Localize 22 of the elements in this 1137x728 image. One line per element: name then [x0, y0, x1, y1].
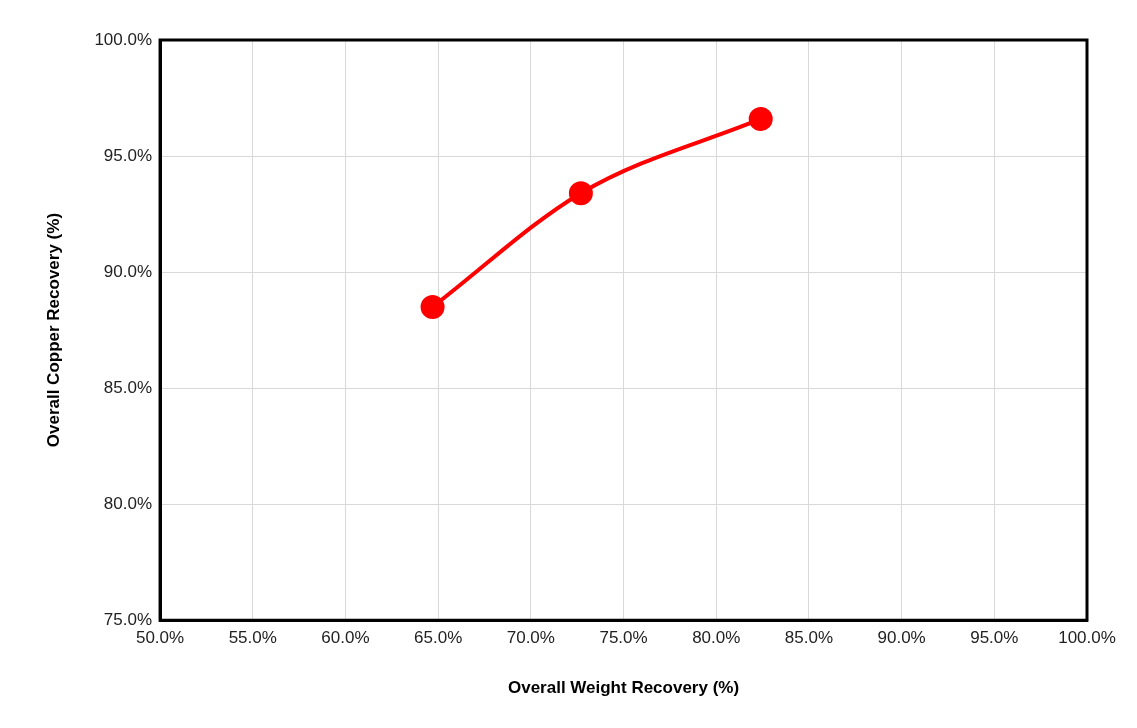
x-tick-label: 55.0% — [228, 628, 277, 648]
point — [748, 106, 773, 131]
x-axis-title: Overall Weight Recovery (%) — [507, 678, 740, 698]
x-tick-label: 80.0% — [692, 628, 741, 648]
x-tick-label: 85.0% — [784, 628, 834, 648]
x-tick-label: 95.0% — [970, 628, 1019, 648]
y-tick-label: 80.0% — [103, 493, 153, 513]
y-tick-label: 85.0% — [103, 377, 153, 397]
x-tick-label: 90.0% — [877, 628, 926, 648]
point — [568, 181, 593, 206]
x-tick-label: 75.0% — [599, 628, 648, 648]
x-tick-label: 60.0% — [321, 628, 370, 648]
point — [420, 294, 445, 319]
x-tick-label: 65.0% — [414, 628, 463, 648]
y-tick-label: 90.0% — [103, 261, 153, 281]
x-tick-label: 100.0% — [1058, 628, 1116, 648]
x-tick-label: 50.0% — [135, 628, 185, 648]
y-tick-label: 75.0% — [103, 609, 153, 629]
x-tick-label: 70.0% — [506, 628, 555, 648]
y-axis-title: Overall Copper Recovery (%) — [43, 212, 63, 448]
y-tick-label: 100.0% — [94, 29, 153, 49]
y-tick-label: 95.0% — [103, 145, 153, 165]
